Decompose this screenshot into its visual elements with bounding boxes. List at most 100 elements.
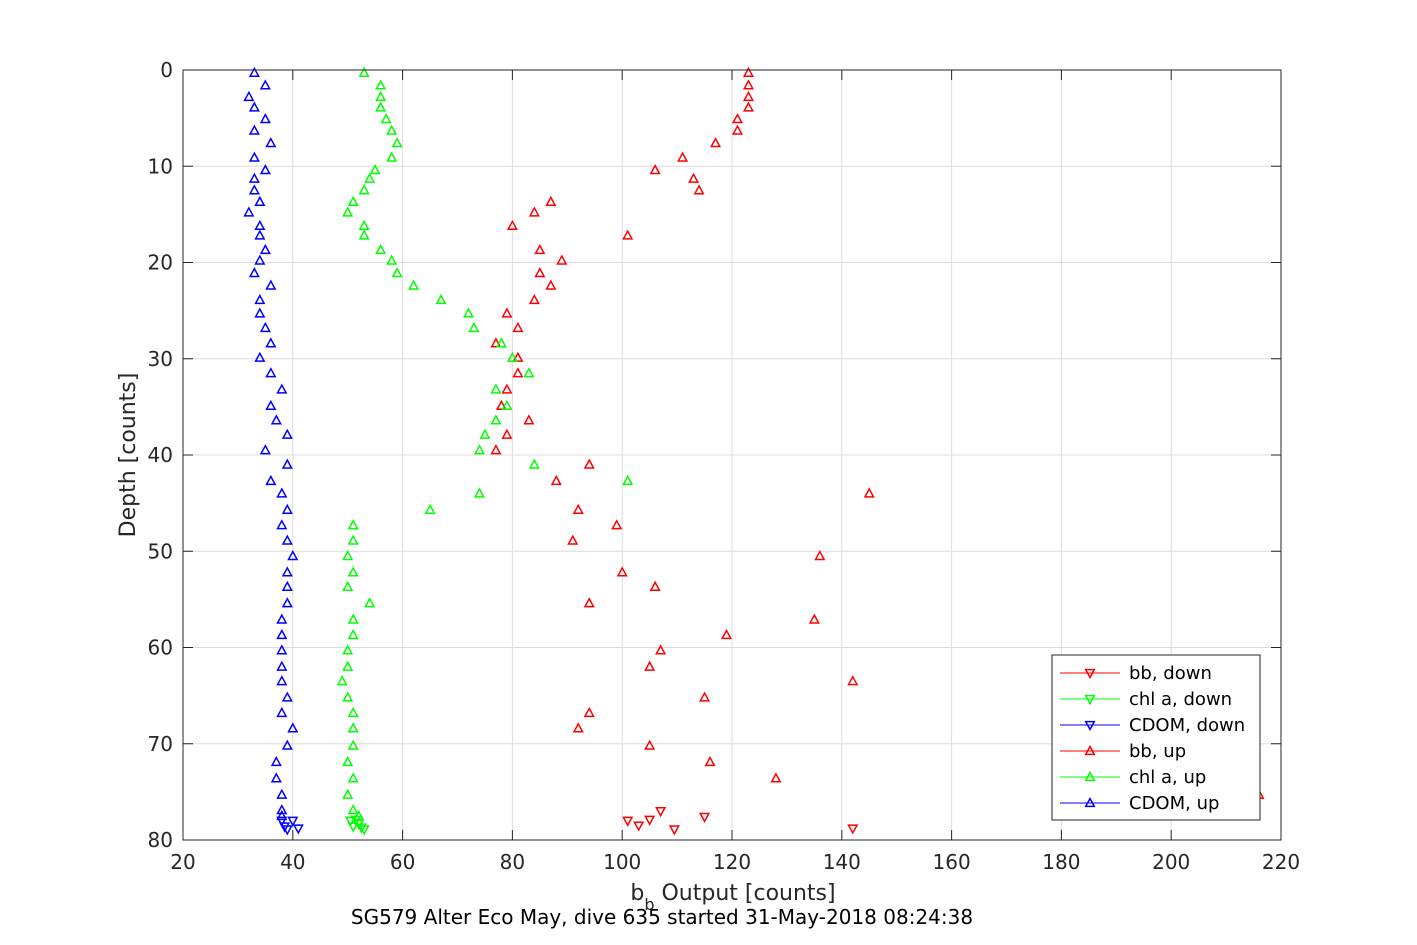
data-point [512, 367, 524, 378]
data-point [342, 206, 354, 217]
y-tick-label: 10 [148, 154, 173, 178]
legend-label: bb, down [1129, 663, 1212, 684]
data-point [644, 815, 656, 826]
data-point [276, 628, 288, 640]
data-point [292, 824, 304, 835]
data-point [644, 660, 656, 671]
x-tick-label: 60 [390, 850, 415, 874]
data-point [391, 137, 403, 148]
data-point [342, 755, 354, 767]
data-point [259, 321, 271, 333]
data-point [814, 549, 826, 561]
data-point [490, 383, 502, 394]
x-tick-label: 120 [713, 850, 751, 874]
data-point [342, 788, 354, 799]
y-tick-label: 0 [160, 58, 173, 82]
data-point [633, 821, 645, 832]
legend-label: CDOM, up [1129, 793, 1219, 814]
data-point [254, 254, 266, 265]
chart-caption: SG579 Alter Eco May, dive 635 started 31… [351, 905, 973, 929]
data-point [287, 816, 299, 827]
data-point [583, 706, 595, 718]
data-point [528, 458, 540, 469]
data-point [265, 137, 277, 148]
data-point [375, 79, 387, 90]
data-point [342, 660, 354, 671]
legend-marker [1084, 720, 1096, 732]
legend-marker [1084, 744, 1096, 756]
data-point [668, 825, 680, 836]
data-point [523, 414, 535, 425]
x-tick-label: 180 [1042, 850, 1080, 874]
data-point [386, 254, 398, 265]
series-cdom-down [276, 816, 304, 836]
data-point [473, 487, 485, 498]
data-point [265, 279, 277, 290]
y-tick-label: 60 [148, 636, 173, 660]
data-point [644, 739, 656, 750]
x-tick-label: 140 [823, 850, 861, 874]
data-point [265, 399, 277, 411]
data-point [347, 706, 359, 718]
data-point [254, 219, 266, 231]
data-point [523, 367, 535, 378]
series-cdom-up [243, 66, 299, 821]
data-point [281, 566, 293, 577]
x-tick-label: 20 [170, 850, 195, 874]
data-point [655, 644, 667, 655]
data-point [501, 383, 513, 394]
y-axis-label: Depth [counts] [116, 373, 141, 538]
x-tick-label: 200 [1152, 850, 1190, 874]
data-point [342, 644, 354, 655]
data-point [424, 503, 436, 514]
data-point [281, 691, 293, 702]
legend-marker [1084, 668, 1096, 680]
data-point [347, 822, 359, 833]
data-point [742, 90, 755, 102]
data-point [731, 113, 744, 124]
data-point [243, 90, 255, 102]
data-point [248, 66, 260, 78]
data-point [863, 487, 875, 498]
data-point [248, 172, 260, 183]
data-point [279, 822, 291, 833]
data-point [462, 307, 475, 318]
data-point [270, 414, 282, 425]
data-point [742, 79, 755, 90]
data-point [358, 184, 370, 195]
data-point [693, 184, 705, 195]
data-point [281, 825, 293, 836]
legend-box [1051, 654, 1261, 821]
data-point [276, 788, 288, 799]
data-point [281, 458, 293, 469]
x-tick-label: 40 [280, 850, 305, 874]
data-point [375, 90, 387, 102]
data-point [495, 399, 507, 411]
data-point [265, 367, 277, 378]
ticks [182, 69, 1282, 841]
y-tick-label: 30 [148, 347, 173, 371]
data-point [276, 519, 288, 530]
data-point [358, 66, 370, 78]
x-axis-label-rest: Output [counts] [655, 881, 836, 906]
data-point [281, 534, 293, 545]
data-point [720, 628, 733, 640]
data-point [808, 613, 820, 624]
legend-marker [1084, 694, 1096, 706]
data-point [254, 229, 266, 240]
data-point [270, 772, 282, 783]
data-point [622, 474, 634, 486]
y-tick-label: 50 [148, 539, 173, 563]
data-point [369, 164, 381, 175]
data-point [572, 722, 584, 733]
data-point [649, 580, 661, 591]
data-point [556, 254, 568, 265]
data-point [347, 722, 359, 733]
data-point [276, 613, 288, 624]
data-point [655, 807, 667, 818]
data-point [254, 195, 266, 206]
data-point [281, 739, 293, 750]
data-point [353, 809, 365, 821]
data-point [512, 351, 524, 362]
data-point [248, 124, 260, 135]
